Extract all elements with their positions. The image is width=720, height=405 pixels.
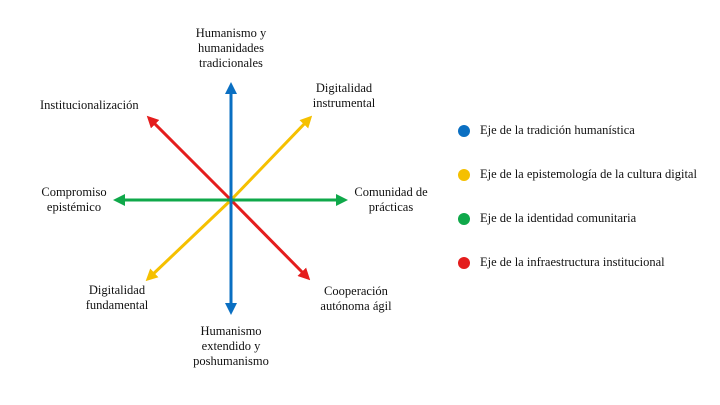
legend-dot [458,168,470,181]
label-right: Comunidad de prácticas [354,185,428,214]
legend-label: Eje de la epistemología de la cultura di… [480,167,697,181]
axis-infraestructura-institucional [146,115,233,202]
label-bottom: Humanismo extendido y poshumanismo [193,324,269,368]
axis-infraestructura-institucional-lower [229,198,311,281]
legend-item: Eje de la infraestructura institucional [458,254,697,271]
label-top-left: Institucionalización [40,98,139,112]
label-bottom-left: Digitalidad fundamental [85,283,149,312]
legend: Eje de la tradición humanística Eje de l… [458,122,697,298]
label-top-right: Digitalidad instrumental [312,81,376,110]
legend-label: Eje de la infraestructura institucional [480,255,665,269]
legend-dot [458,124,470,137]
label-top: Humanismo y humanidades tradicionales [195,26,267,70]
axis-epistemologia-cultura-digital-lower [145,198,233,282]
legend-item: Eje de la tradición humanística [458,122,697,139]
legend-dot [458,256,470,269]
label-left: Compromiso epistémico [41,185,107,214]
legend-item: Eje de la identidad comunitaria [458,210,697,227]
label-bottom-right: Cooperación autónoma ágil [320,284,392,313]
legend-label: Eje de la tradición humanística [480,123,635,137]
legend-dot [458,212,470,225]
legend-label: Eje de la identidad comunitaria [480,211,637,225]
legend-item: Eje de la epistemología de la cultura di… [458,166,697,183]
axis-epistemologia-cultura-digital [229,115,313,202]
